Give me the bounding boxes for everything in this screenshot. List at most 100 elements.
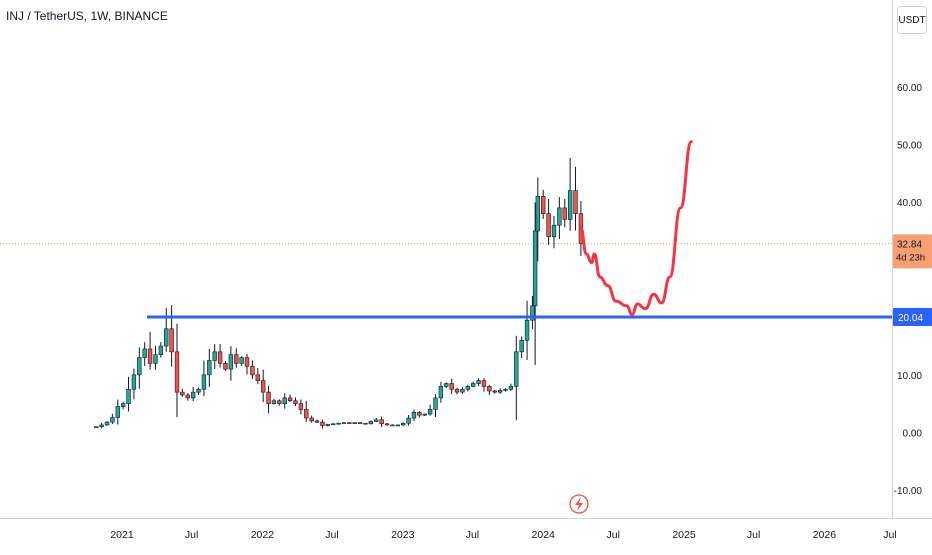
candle-body xyxy=(406,417,411,424)
candle-body xyxy=(131,374,137,390)
candles-group xyxy=(94,157,584,429)
candle-body xyxy=(357,422,363,424)
candle-body xyxy=(325,424,330,426)
candle-body xyxy=(384,423,390,426)
candle-body xyxy=(94,426,99,428)
candle-body xyxy=(137,357,142,376)
candle-body xyxy=(541,196,546,214)
candle-body xyxy=(153,354,158,364)
candle-body xyxy=(422,413,427,416)
candle-body xyxy=(551,224,557,237)
candle-body xyxy=(530,305,535,321)
lightning-icon-bolt xyxy=(575,497,583,511)
candle-body xyxy=(282,397,287,404)
candle-body xyxy=(260,380,266,393)
candle-body xyxy=(287,397,293,402)
candle-body xyxy=(304,409,309,419)
candle-body xyxy=(503,388,508,391)
candle-body xyxy=(401,422,406,426)
candle-body xyxy=(487,386,492,392)
candle-body xyxy=(212,351,217,361)
candle-body xyxy=(255,374,260,381)
candle-body xyxy=(201,374,207,390)
candle-body xyxy=(234,354,239,364)
candle-body xyxy=(309,417,314,422)
candle-body xyxy=(449,383,454,390)
candle-body xyxy=(460,388,465,393)
currency-button[interactable]: USDT xyxy=(897,6,927,34)
candle-body xyxy=(471,383,476,387)
candle-body xyxy=(196,388,201,393)
candle-body xyxy=(379,419,384,425)
candle-body xyxy=(190,391,196,399)
projection-drawing[interactable] xyxy=(579,140,693,316)
candle-body xyxy=(244,357,250,367)
candle-body xyxy=(277,400,282,404)
lightning-icon[interactable] xyxy=(569,494,589,514)
candle-body xyxy=(110,417,115,423)
candle-body xyxy=(217,351,223,364)
candle-body xyxy=(314,420,320,423)
candle-body xyxy=(266,391,271,404)
candle-body xyxy=(411,411,417,419)
candle-body xyxy=(174,351,180,393)
candle-body xyxy=(532,230,538,307)
candle-body xyxy=(228,354,234,370)
candle-body xyxy=(417,411,422,416)
candle-body xyxy=(352,422,357,424)
candle-body xyxy=(535,196,541,232)
candle-body xyxy=(508,386,514,390)
candle-body xyxy=(438,386,444,399)
candle-body xyxy=(497,390,503,393)
candle-body xyxy=(433,397,438,410)
candle-body xyxy=(99,424,104,427)
time-axis[interactable] xyxy=(0,518,932,551)
candle-body xyxy=(476,380,481,384)
candle-body xyxy=(395,424,400,427)
candle-body xyxy=(142,348,147,358)
candle-body xyxy=(390,424,395,427)
candle-body xyxy=(368,421,374,425)
symbol-title[interactable]: INJ / TetherUS, 1W, BINANCE xyxy=(6,9,168,23)
candle-body xyxy=(481,380,487,387)
candle-body xyxy=(239,357,244,364)
candle-body xyxy=(363,422,368,425)
candle-body xyxy=(573,190,578,214)
candle-body xyxy=(169,328,174,353)
candle-body xyxy=(444,383,449,387)
candle-body xyxy=(330,423,336,426)
candle-body xyxy=(562,207,567,220)
candle-body xyxy=(293,400,298,404)
candle-body xyxy=(519,340,524,353)
candle-body xyxy=(341,422,347,424)
candle-body xyxy=(185,394,190,399)
candle-body xyxy=(347,422,352,424)
price-axis[interactable] xyxy=(892,0,932,518)
candle-body xyxy=(514,351,519,387)
candle-body xyxy=(115,406,120,418)
candle-body xyxy=(250,365,255,376)
candle-body xyxy=(567,190,573,220)
candle-body xyxy=(223,363,228,370)
candle-body xyxy=(492,390,497,393)
candle-body xyxy=(120,403,126,407)
candle-body xyxy=(104,421,110,426)
candle-body xyxy=(147,348,153,364)
candle-body xyxy=(158,345,164,356)
candle-body xyxy=(320,421,325,426)
candle-body xyxy=(298,403,304,410)
candle-body xyxy=(164,328,169,347)
candle-body xyxy=(180,391,185,396)
candle-body xyxy=(271,400,277,404)
candle-body xyxy=(454,388,460,393)
candle-body xyxy=(546,213,551,237)
candle-body xyxy=(207,360,212,376)
candle-body xyxy=(427,409,433,415)
candle-body xyxy=(524,319,530,341)
candle-body xyxy=(336,422,341,425)
candle-body xyxy=(126,388,131,404)
candle-body xyxy=(374,419,379,422)
candle-body xyxy=(557,207,562,226)
